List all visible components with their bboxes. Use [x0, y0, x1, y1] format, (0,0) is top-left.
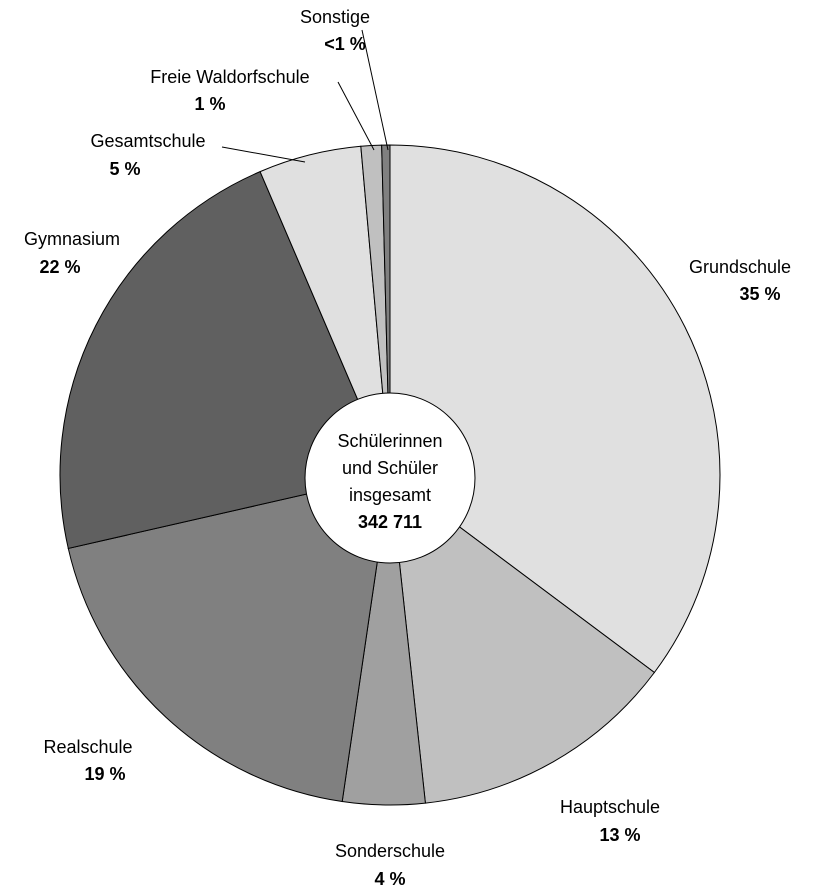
center-value: 342 711 [358, 512, 422, 532]
slice-value-label: 22 % [39, 257, 80, 277]
slice-label: Gymnasium [24, 229, 120, 249]
slice-label: Gesamtschule [90, 131, 205, 151]
slice-label: Freie Waldorfschule [150, 67, 309, 87]
slice-label: Sonderschule [335, 841, 445, 861]
pie-slice [389, 144, 721, 674]
slice-value-label: 1 % [194, 94, 225, 114]
leader-line [221, 146, 306, 163]
slice-value-label: 13 % [599, 825, 640, 845]
center-text: Schülerinnen [337, 431, 442, 451]
slice-value-label: 4 % [374, 869, 405, 889]
center-text: insgesamt [349, 485, 431, 505]
center-text: und Schüler [342, 458, 438, 478]
slice-value-label: 5 % [109, 159, 140, 179]
slice-value-label: 19 % [84, 764, 125, 784]
slice-label: Sonstige [300, 7, 370, 27]
slice-value-label: 35 % [739, 284, 780, 304]
slice-label: Realschule [43, 737, 132, 757]
pie-slice [381, 144, 391, 476]
slice-value-label: <1 % [324, 34, 366, 54]
slice-label: Hauptschule [560, 797, 660, 817]
center-circle [304, 392, 476, 564]
leader-line [337, 81, 375, 151]
pie-slice [67, 474, 391, 803]
slice-label: Grundschule [689, 257, 791, 277]
leader-line [361, 29, 389, 151]
pie-slice [59, 170, 391, 550]
pie-slice [389, 473, 656, 804]
